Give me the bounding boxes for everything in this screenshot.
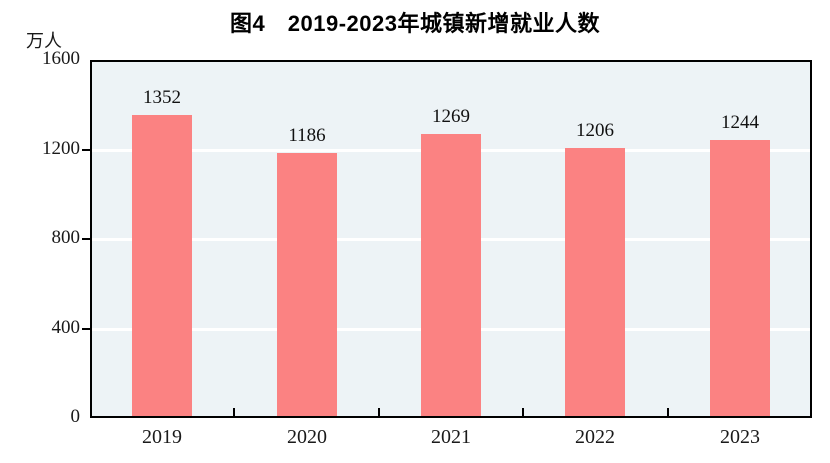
x-tick-label-2021: 2021 [431,426,471,448]
y-axis-unit-label: 万人 [26,31,62,51]
bar-2022 [565,148,625,416]
x-tick-label-2020: 2020 [287,426,327,448]
x-tick-label-2019: 2019 [142,426,182,448]
y-tick-label-1200: 1200 [42,138,80,159]
x-tick-mark-4 [667,408,669,416]
bar-2019 [132,115,192,416]
y-tick-mark-800 [82,238,90,240]
bar-value-label-2023: 1244 [721,112,759,133]
x-tick-mark-1 [233,408,235,416]
y-tick-label-800: 800 [51,227,81,248]
y-tick-label-400: 400 [51,317,81,338]
bar-2021 [421,134,481,416]
x-tick-mark-2 [378,408,380,416]
bar-value-label-2021: 1269 [432,106,470,127]
y-tick-mark-400 [82,328,90,330]
bar-2023 [710,140,770,416]
y-tick-label-1600: 1600 [42,48,80,69]
y-tick-mark-1200 [82,149,90,151]
bar-2020 [277,153,337,416]
bar-value-label-2022: 1206 [576,120,614,141]
x-tick-label-2022: 2022 [575,426,615,448]
x-tick-label-2023: 2023 [720,426,760,448]
y-tick-label-0: 0 [70,406,81,427]
bar-value-label-2019: 1352 [143,87,181,108]
x-tick-mark-3 [522,408,524,416]
bar-value-label-2020: 1186 [288,125,326,146]
chart-title: 图4 2019-2023年城镇新增就业人数 [230,11,600,36]
